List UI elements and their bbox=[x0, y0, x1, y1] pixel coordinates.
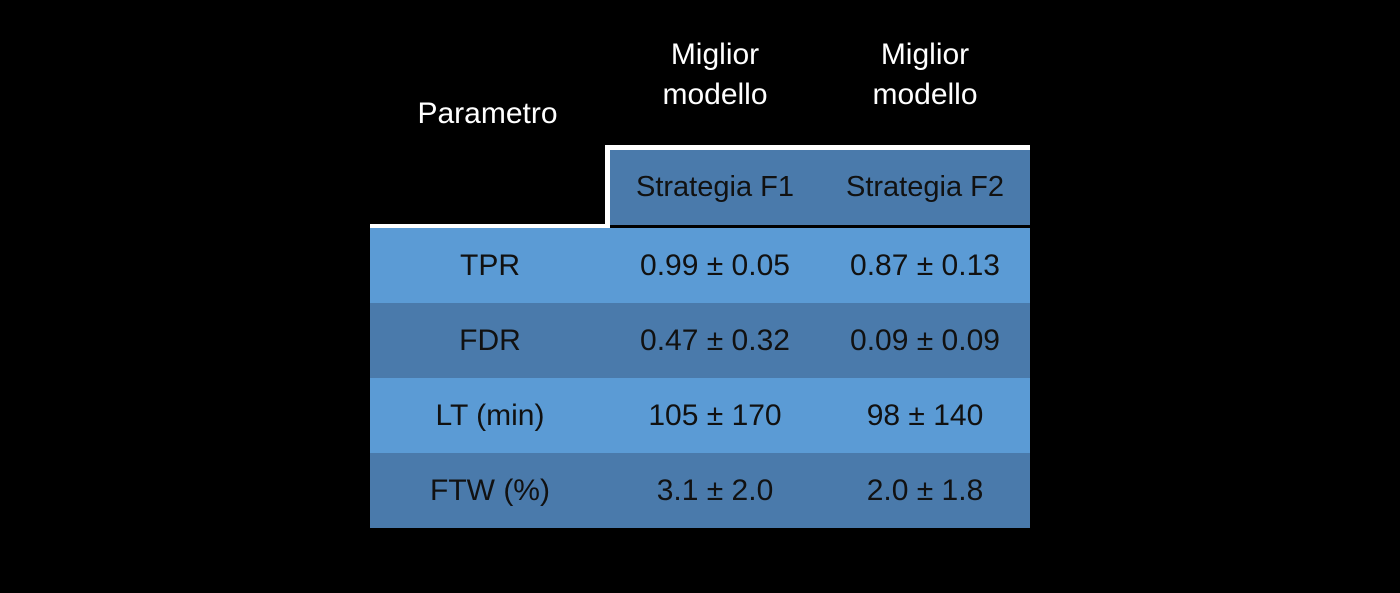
header-strategy-f2: Strategia F2 bbox=[846, 171, 1004, 203]
header-strategy-f1: Strategia F1 bbox=[636, 171, 794, 203]
cell-f2: 98 ± 140 bbox=[866, 399, 984, 432]
strategy-header-band: Strategia F1 Strategia F2 bbox=[610, 150, 1030, 225]
divider-bottom bbox=[370, 224, 610, 228]
cell-param: FDR bbox=[459, 324, 521, 357]
cell-f1: 0.99 ± 0.05 bbox=[640, 249, 790, 282]
cell-param: LT (min) bbox=[435, 399, 545, 432]
cell-f2: 0.87 ± 0.13 bbox=[850, 249, 1000, 282]
table-row: LT (min) 105 ± 170 98 ± 140 bbox=[370, 378, 1030, 453]
header-group-f1: Miglior modello bbox=[662, 38, 768, 111]
cell-f2: 2.0 ± 1.8 bbox=[866, 474, 984, 507]
cell-f1: 105 ± 170 bbox=[648, 399, 782, 432]
table-row: TPR 0.99 ± 0.05 0.87 ± 0.13 bbox=[370, 228, 1030, 303]
cell-f1: 3.1 ± 2.0 bbox=[656, 474, 774, 507]
table-row: FDR 0.47 ± 0.32 0.09 ± 0.09 bbox=[370, 303, 1030, 378]
header-parameter: Parametro bbox=[417, 97, 558, 130]
table-row: FTW (%) 3.1 ± 2.0 2.0 ± 1.8 bbox=[370, 453, 1030, 528]
table-body: TPR 0.99 ± 0.05 0.87 ± 0.13 FDR 0.47 ± 0… bbox=[370, 228, 1030, 528]
divider-vertical bbox=[605, 145, 610, 228]
cell-f1: 0.47 ± 0.32 bbox=[640, 324, 790, 357]
cell-param: TPR bbox=[460, 249, 520, 282]
header-group-f2: Miglior modello bbox=[872, 38, 978, 111]
cell-param: FTW (%) bbox=[430, 474, 550, 507]
cell-f2: 0.09 ± 0.09 bbox=[850, 324, 1000, 357]
divider-top bbox=[605, 145, 1030, 150]
